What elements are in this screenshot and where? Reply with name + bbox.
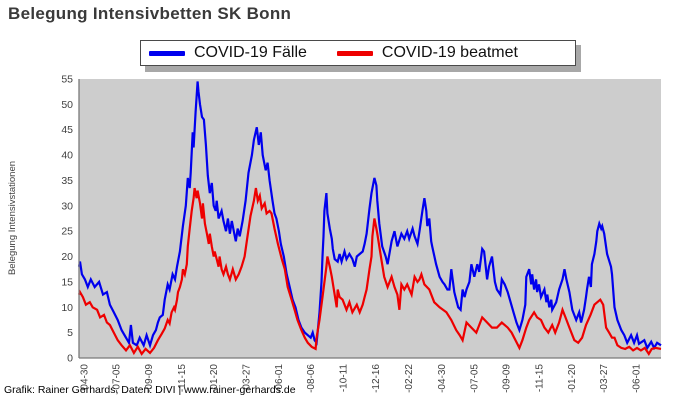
y-tick-label: 50 <box>61 99 73 111</box>
y-tick-label: 55 <box>61 74 73 86</box>
x-tick-label: -12-16 <box>371 364 382 393</box>
y-tick-label: 20 <box>61 251 73 263</box>
x-tick-label: -02-22 <box>404 364 415 393</box>
y-tick-label: 45 <box>61 124 73 136</box>
y-tick-label: 10 <box>61 302 73 314</box>
series-line-covid-faelle <box>77 81 662 351</box>
x-tick-label: -04-30 <box>79 364 90 393</box>
blue-line-swatch-icon <box>149 50 185 56</box>
legend-item-faelle: COVID-19 Fälle <box>149 44 307 62</box>
page-title: Belegung Intensivbetten SK Bonn <box>8 4 292 23</box>
x-tick-label: -07-05 <box>112 364 123 393</box>
y-tick-label: 40 <box>61 150 73 162</box>
legend-label-beatmet: COVID-19 beatmet <box>381 44 518 61</box>
y-tick-label: 5 <box>67 327 73 339</box>
legend-item-beatmet: COVID-19 beatmet <box>336 44 518 62</box>
y-tick-label: 35 <box>61 175 73 187</box>
x-tick-label: -11-15 <box>535 364 546 393</box>
x-tick-label: -08-06 <box>306 364 317 393</box>
x-tick-label: -10-11 <box>339 364 350 393</box>
y-tick-label: 0 <box>67 353 73 365</box>
credits-footer: Grafik: Rainer Gerhards, Daten: DIVI | w… <box>4 384 296 396</box>
x-tick-label: -06-01 <box>274 364 285 393</box>
x-tick-label: -03-27 <box>599 364 610 393</box>
x-tick-label: -09-09 <box>144 364 155 393</box>
x-tick-label: -01-20 <box>209 364 220 393</box>
series-line-covid-beatmet <box>77 187 662 356</box>
red-line-swatch-icon <box>336 50 373 56</box>
legend: COVID-19 Fälle COVID-19 beatmet <box>140 40 576 66</box>
legend-label-faelle: COVID-19 Fälle <box>194 44 307 61</box>
y-tick-label: 30 <box>61 200 73 212</box>
x-tick-label: -04-30 <box>437 364 448 393</box>
y-axis-label: Belegung Intensivstationen <box>7 161 18 275</box>
x-tick-label: -09-09 <box>502 364 513 393</box>
x-tick-label: -01-20 <box>567 364 578 393</box>
y-tick-label: 15 <box>61 276 73 288</box>
x-tick-label: -03-27 <box>242 364 253 393</box>
x-tick-label: -06-01 <box>632 364 643 393</box>
x-tick-label: -11-15 <box>177 364 188 393</box>
x-tick-label: -07-05 <box>469 364 480 393</box>
y-tick-label: 25 <box>61 226 73 238</box>
